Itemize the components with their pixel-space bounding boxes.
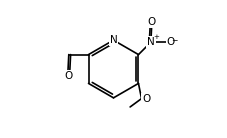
Text: O: O [148,17,156,27]
Text: O: O [167,37,175,47]
Text: −: − [171,36,177,45]
Text: N: N [147,37,155,47]
Text: O: O [142,94,151,104]
Text: +: + [153,34,159,40]
Text: N: N [110,35,117,45]
Text: O: O [64,71,72,81]
